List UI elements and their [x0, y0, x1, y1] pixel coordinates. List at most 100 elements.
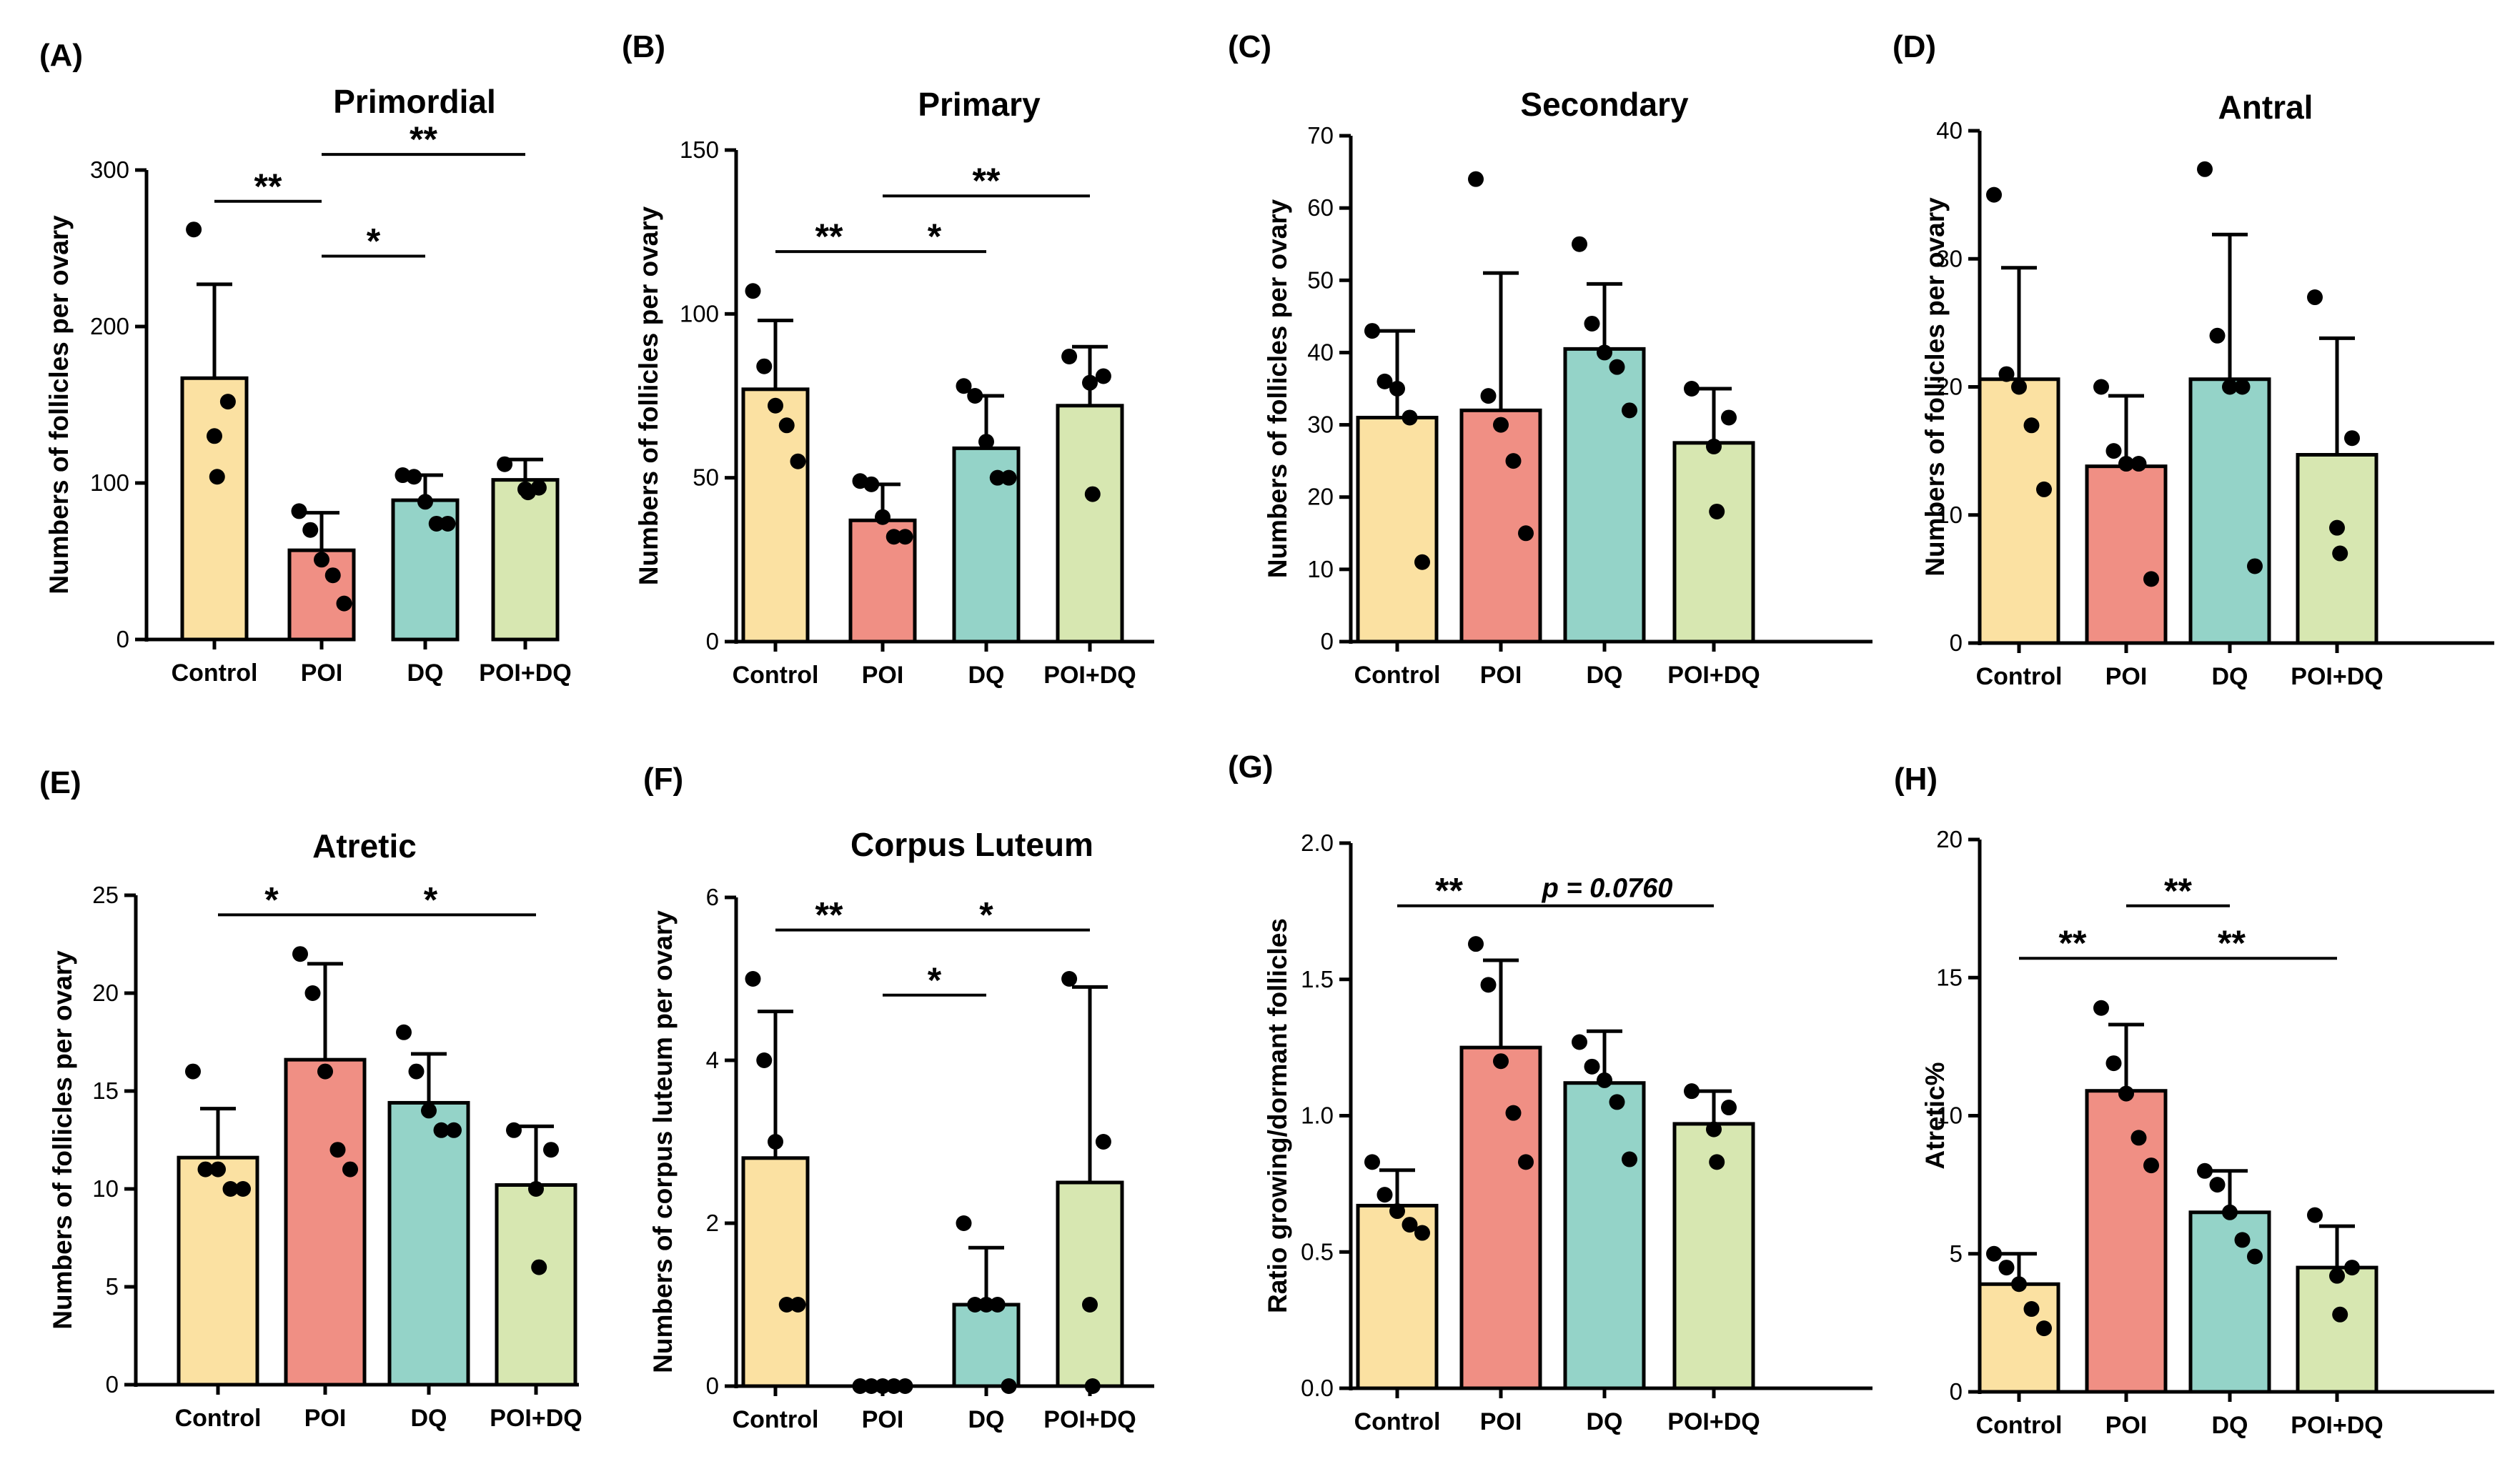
bar-control [1356, 415, 1439, 644]
y-tick-label: 0 [1950, 1378, 1963, 1405]
significance-label: ** [2164, 871, 2192, 911]
data-point [2247, 558, 2263, 574]
y-tick-label: 30 [1936, 245, 1963, 272]
data-point [329, 1142, 346, 1158]
y-tick-label: 0 [116, 626, 129, 652]
significance-label: ** [254, 166, 282, 206]
data-point [1622, 402, 1637, 419]
panel-title: Atretic [312, 827, 417, 865]
data-point [408, 1063, 425, 1080]
bar-dq [952, 1303, 1021, 1388]
data-point [207, 428, 222, 444]
y-tick-label: 150 [680, 136, 719, 163]
data-point [863, 476, 880, 492]
y-tick-label: 0 [1950, 629, 1963, 656]
bar-control [741, 1156, 810, 1388]
significance-label: ** [1435, 871, 1463, 911]
data-point [2036, 1320, 2052, 1337]
y-axis-label: Numbers of follicles per ovary [44, 215, 74, 594]
panel-label: (H) [1894, 762, 1938, 797]
data-point [1597, 344, 1612, 361]
data-point [2143, 1157, 2159, 1174]
bar-control [180, 376, 249, 642]
data-point [440, 515, 456, 532]
significance-label: * [928, 960, 942, 1000]
x-tick-label: POI+DQ [1043, 662, 1136, 689]
data-point [1998, 1260, 2015, 1276]
data-point [790, 453, 806, 469]
y-tick-label: 40 [1936, 117, 1963, 144]
y-tick-label: 1.5 [1301, 966, 1334, 992]
data-point [1518, 525, 1534, 542]
y-tick-label: 20 [1307, 484, 1334, 510]
panel-label: (B) [622, 29, 665, 64]
y-tick-label: 20 [1936, 826, 1963, 852]
data-point [1584, 1058, 1600, 1075]
x-tick-label: DQ [968, 1406, 1005, 1433]
data-point [1518, 1154, 1534, 1170]
bar-poi-dq [495, 1183, 577, 1387]
bar-poi-dq [1056, 1180, 1124, 1388]
data-point [210, 1161, 226, 1177]
data-point [956, 378, 972, 394]
x-tick-label: Control [1354, 662, 1441, 689]
data-point [185, 1063, 201, 1080]
x-tick-label: POI+DQ [1667, 662, 1760, 689]
data-point [219, 394, 236, 410]
data-point [1376, 1187, 1393, 1203]
data-point [1597, 1072, 1612, 1088]
data-point [417, 494, 433, 510]
panel-title: Primordial [333, 83, 496, 120]
data-point [1402, 409, 1418, 426]
data-point [745, 283, 761, 299]
panel-g: (G) Ratio growing/dormant follicles 0.0 0.5… [1228, 750, 1872, 1435]
data-point [1364, 1154, 1380, 1170]
data-point [1414, 1225, 1430, 1241]
data-point [317, 1063, 333, 1080]
data-point [520, 484, 536, 501]
y-tick-label: 50 [693, 464, 719, 491]
y-tick-label: 2 [706, 1210, 719, 1236]
y-tick-label: 2.0 [1301, 830, 1334, 856]
data-point [209, 469, 225, 485]
data-point [1402, 1217, 1418, 1233]
data-point [1609, 359, 1625, 375]
x-tick-label: POI [1480, 1408, 1522, 1435]
data-point [406, 469, 422, 485]
bar-poi-dq [1056, 404, 1124, 644]
data-point [1084, 486, 1101, 502]
x-tick-label: Control [1976, 663, 2063, 690]
bar-control [1978, 1282, 2060, 1394]
data-point [1389, 1203, 1405, 1220]
x-tick-label: DQ [2212, 1412, 2248, 1439]
significance-label: * [264, 880, 279, 920]
data-point [1684, 381, 1700, 397]
data-point [446, 1122, 462, 1138]
data-point [2222, 379, 2238, 395]
data-point [978, 1297, 994, 1313]
data-point [1684, 1083, 1700, 1100]
y-tick-label: 25 [92, 882, 119, 908]
x-tick-label: DQ [1587, 662, 1623, 689]
data-point [421, 1102, 437, 1119]
data-point [2197, 161, 2213, 177]
data-point [1493, 417, 1509, 433]
y-axis-label: Numbers of follicles per ovary [1263, 199, 1292, 578]
y-tick-label: 10 [92, 1175, 119, 1202]
x-tick-label: Control [733, 1406, 819, 1433]
significance-label: ** [973, 161, 1001, 201]
data-point [768, 1134, 783, 1150]
x-tick-label: POI [862, 662, 904, 689]
x-tick-label: DQ [407, 659, 444, 687]
data-point [302, 522, 319, 538]
y-axis-label: Ratio growing/dormant follicles [1263, 918, 1292, 1313]
x-tick-label: Control [172, 659, 258, 687]
x-tick-label: Control [733, 662, 819, 689]
x-tick-label: POI [304, 1405, 347, 1432]
data-point [1376, 373, 1393, 389]
data-point [428, 515, 445, 532]
significance-label: * [928, 216, 942, 257]
y-tick-label: 30 [1307, 412, 1334, 438]
data-point [235, 1181, 251, 1197]
data-point [897, 529, 913, 545]
